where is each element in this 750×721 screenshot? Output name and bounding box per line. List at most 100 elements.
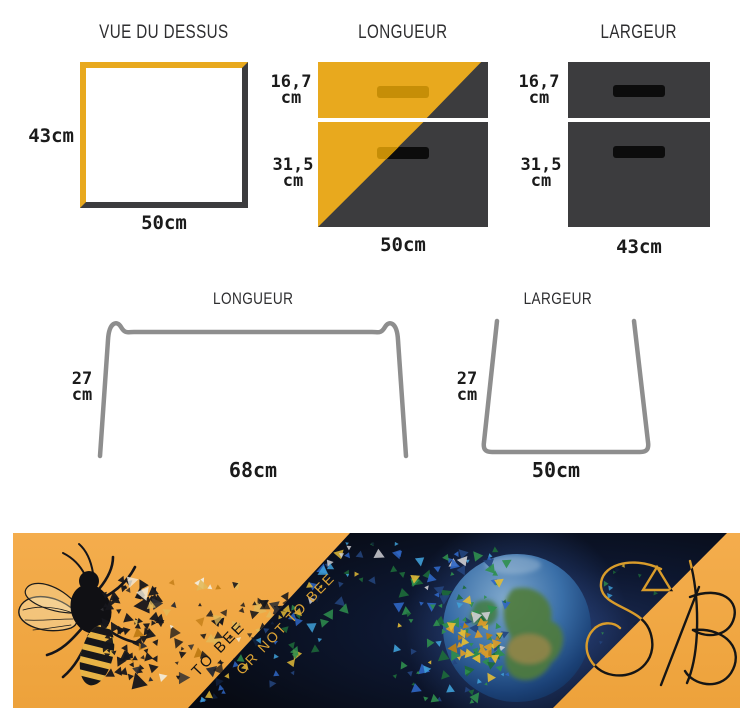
particle-triangle: [499, 645, 506, 652]
particle-triangle: [290, 670, 295, 676]
particle-triangle: [114, 666, 122, 676]
particle-triangle: [306, 581, 314, 588]
width-drawer-top-label: 16,7 cm: [518, 72, 560, 108]
particle-triangle: [465, 632, 472, 638]
particle-triangle: [345, 573, 349, 578]
particle-triangle: [457, 629, 466, 639]
particle-triangle: [103, 603, 109, 608]
particle-triangle: [148, 585, 159, 596]
particle-triangle: [373, 548, 385, 558]
particle-triangle: [307, 596, 316, 605]
frame-width-title: LARGEUR: [523, 289, 593, 308]
particle-triangle: [473, 551, 484, 562]
particle-triangle: [111, 621, 121, 633]
particle-triangle: [111, 650, 117, 656]
top-view-height-label: 43cm: [28, 125, 74, 147]
particle-triangle: [438, 603, 443, 608]
width-drawer-bottom-label: 31,5 cm: [520, 155, 562, 191]
particle-triangle: [464, 686, 471, 693]
particle-triangle: [200, 696, 207, 703]
particle-triangle: [400, 661, 408, 670]
particle-triangle: [494, 578, 504, 588]
particle-triangle: [127, 652, 133, 658]
particle-triangle: [395, 550, 402, 558]
particle-triangle: [414, 557, 425, 567]
particle-triangle: [423, 696, 429, 702]
particle-triangle: [207, 584, 213, 590]
particle-triangle: [472, 654, 481, 664]
particle-field-dark-side: [199, 541, 665, 704]
particle-triangle: [346, 545, 352, 551]
particle-triangle: [468, 689, 475, 696]
particle-triangle: [169, 625, 174, 629]
particle-triangle: [482, 657, 489, 667]
length-drawer-top-label: 16,7 cm: [270, 72, 312, 108]
particle-triangle: [599, 640, 603, 645]
particle-triangle: [259, 599, 271, 610]
particle-triangle: [116, 656, 127, 667]
particle-triangle: [215, 677, 224, 687]
particle-triangle: [205, 633, 217, 643]
particle-triangle: [429, 604, 436, 610]
particle-triangle: [174, 661, 179, 665]
particle-triangle: [178, 671, 191, 685]
particle-triangle: [294, 617, 303, 627]
particle-triangle: [469, 642, 474, 647]
particle-triangle: [143, 627, 151, 636]
bee-illustration: [18, 543, 141, 689]
frame-length-height-label: 27 cm: [71, 369, 93, 405]
frame-length-title: LONGUEUR: [212, 289, 294, 308]
particle-triangle: [218, 684, 225, 691]
particle-triangle: [613, 570, 617, 575]
bee-legs: [45, 555, 141, 679]
frame-width-width-label: 50cm: [531, 458, 581, 482]
particle-triangle: [263, 628, 270, 634]
particle-triangle: [198, 602, 202, 607]
particle-triangle: [133, 627, 145, 638]
particle-triangle: [265, 634, 270, 638]
length-drawer-bottom-dark-corner: [318, 122, 488, 227]
particle-triangle: [607, 593, 613, 599]
particle-triangle: [104, 636, 114, 647]
particle-triangle: [456, 656, 462, 661]
particle-triangle: [151, 586, 157, 593]
particle-triangle: [371, 542, 375, 546]
particle-triangle: [140, 655, 145, 660]
earth-continents: [469, 556, 564, 681]
particle-triangle: [614, 567, 621, 573]
particle-triangle: [483, 642, 492, 653]
drawer-handle: [613, 146, 665, 158]
particle-triangle: [491, 639, 502, 649]
particle-triangle: [231, 622, 240, 631]
particle-triangle: [426, 638, 435, 648]
particle-triangle: [354, 571, 360, 577]
particle-triangle: [358, 577, 364, 583]
particle-triangle: [453, 551, 459, 557]
particle-triangle: [481, 611, 491, 621]
particle-triangle: [326, 559, 334, 567]
particle-triangle: [214, 631, 224, 639]
top-view-title: VUE DU DESSUS: [99, 22, 229, 43]
particle-triangle: [345, 542, 349, 546]
bee-antennae: [62, 543, 94, 576]
drawer-handle: [613, 85, 665, 97]
particle-triangle: [486, 556, 492, 560]
particle-triangle: [410, 648, 417, 655]
particle-triangle: [199, 650, 209, 659]
particle-triangle: [432, 619, 441, 627]
particle-triangle: [145, 627, 156, 639]
particle-triangle: [469, 699, 475, 704]
particle-triangle: [505, 672, 510, 677]
particle-triangle: [126, 576, 139, 588]
particle-triangle: [152, 639, 159, 646]
particle-triangle: [236, 654, 245, 662]
particle-triangle: [224, 673, 230, 679]
particle-triangle: [464, 617, 473, 625]
particle-triangle: [104, 633, 111, 640]
particle-triangle: [419, 601, 424, 606]
particle-triangle: [215, 584, 222, 590]
particle-triangle: [430, 693, 440, 703]
particle-triangle: [339, 603, 349, 614]
particle-triangle: [252, 601, 257, 606]
particle-triangle: [460, 649, 468, 657]
